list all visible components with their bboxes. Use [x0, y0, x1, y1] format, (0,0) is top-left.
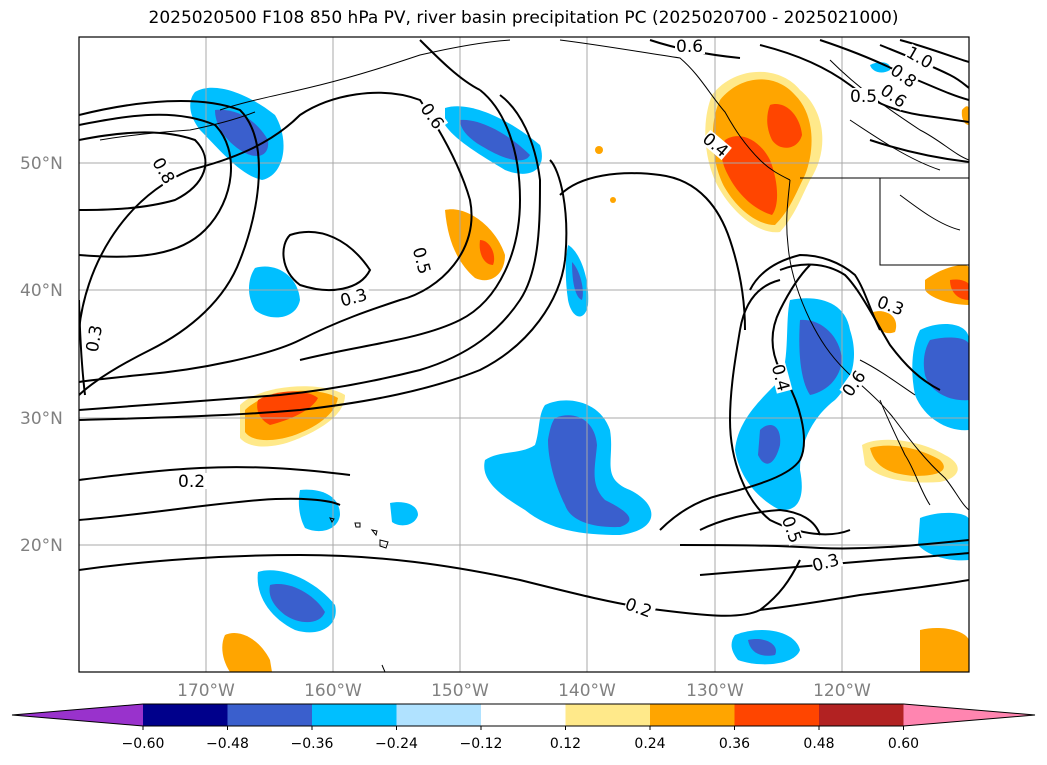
colorbar-swatch — [396, 704, 482, 726]
graticule — [79, 37, 969, 672]
precip-negative-area — [390, 502, 418, 526]
pv-contours — [79, 39, 969, 617]
colorbar-tick-label: 0.12 — [550, 736, 581, 752]
contour-label: 0.8 — [147, 154, 178, 187]
precip-negative-area — [248, 266, 300, 318]
map-plot-area: 0.6 0.6 0.8 0.8 1.0 0.5 0.6 0.4 0.5 0.3 … — [79, 37, 969, 672]
map-frame — [78, 36, 970, 673]
map-title: 2025020500 F108 850 hPa PV, river basin … — [148, 8, 899, 28]
colorbar-tick-label: 0.24 — [634, 736, 665, 752]
islands — [329, 517, 389, 672]
lon-label: 150°W — [431, 681, 489, 701]
colorbar-tick-label: 0.48 — [803, 736, 834, 752]
contour-label: 0.2 — [178, 472, 205, 492]
lat-label: 30°N — [20, 409, 63, 429]
contour-label: 0.6 — [416, 100, 448, 134]
lon-label: 170°W — [177, 681, 235, 701]
coastlines — [99, 39, 969, 511]
precip-shading — [190, 62, 969, 672]
colorbar-tick-label: −0.24 — [375, 736, 418, 752]
colorbar: −0.60 −0.48 −0.36 −0.24 −0.12 0.12 0.24 0.36 0.4… — [11, 703, 1036, 752]
precip-positive-area — [222, 632, 272, 672]
lon-label: 120°W — [813, 681, 871, 701]
colorbar-tick-label: 0.36 — [719, 736, 750, 752]
colorbar-swatch — [565, 704, 651, 726]
colorbar-tick-label: −0.60 — [122, 736, 165, 752]
longitude-labels: 170°W 160°W 150°W 140°W 130°W 120°W — [177, 681, 871, 701]
colorbar-extension-min — [12, 704, 143, 726]
lat-label: 20°N — [20, 536, 63, 556]
colorbar-swatch — [227, 704, 313, 726]
colorbar-swatch — [734, 704, 820, 726]
colorbar-swatch — [819, 704, 904, 726]
lat-label: 40°N — [20, 281, 63, 301]
colorbar-swatch — [143, 704, 228, 726]
precip-negative-area — [918, 512, 969, 561]
precip-negative-area — [298, 489, 340, 532]
lon-label: 140°W — [558, 681, 616, 701]
precip-negative-area — [735, 298, 855, 511]
contour-label: 0.3 — [810, 550, 841, 576]
contour-label: 0.3 — [83, 324, 107, 354]
lat-label: 50°N — [20, 154, 63, 174]
colorbar-swatch — [650, 704, 735, 726]
lon-label: 160°W — [304, 681, 362, 701]
latitude-labels: 50°N 40°N 30°N 20°N — [20, 154, 63, 556]
contour-label: 0.5 — [408, 245, 434, 276]
precip-positive-area — [920, 628, 969, 672]
colorbar-swatch — [312, 704, 397, 726]
colorbar-tick-label: 0.60 — [888, 736, 919, 752]
precip-positive-area — [445, 209, 505, 281]
colorbar-tick-label: −0.12 — [460, 736, 503, 752]
lon-label: 130°W — [686, 681, 744, 701]
contour-label: 0.5 — [850, 87, 877, 107]
contour-label: 0.6 — [676, 37, 703, 57]
colorbar-tick-label: −0.36 — [291, 736, 334, 752]
colorbar-swatch — [481, 704, 566, 726]
colorbar-tick-label: −0.48 — [206, 736, 249, 752]
colorbar-extension-max — [903, 704, 1035, 726]
